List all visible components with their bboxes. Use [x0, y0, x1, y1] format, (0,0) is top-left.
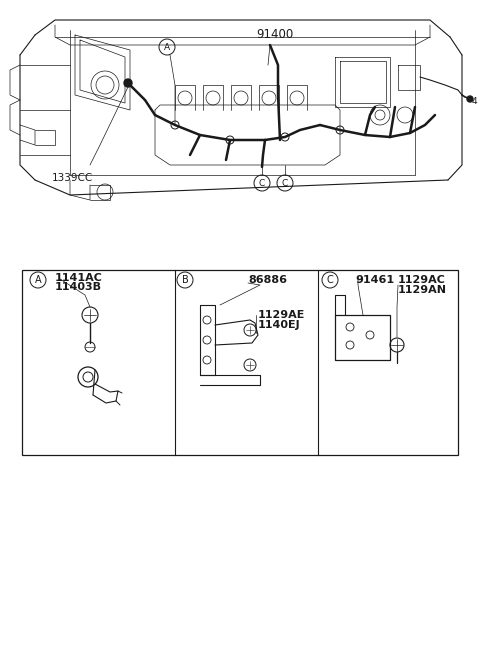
Text: B: B	[181, 275, 188, 285]
Text: 1129AN: 1129AN	[398, 285, 447, 295]
Text: A: A	[164, 43, 170, 52]
Text: C: C	[282, 179, 288, 187]
Text: 91400: 91400	[256, 28, 294, 41]
Text: 1129AE: 1129AE	[258, 310, 305, 320]
Text: C: C	[326, 275, 334, 285]
Text: A: A	[35, 275, 41, 285]
Circle shape	[467, 96, 473, 102]
Circle shape	[124, 79, 132, 87]
Text: 1140EJ: 1140EJ	[258, 320, 300, 330]
Text: 1339CC: 1339CC	[51, 173, 93, 183]
Text: 11403B: 11403B	[55, 282, 102, 292]
Text: 1129AC: 1129AC	[398, 275, 446, 285]
Text: C: C	[259, 179, 265, 187]
Text: 1141AC: 1141AC	[55, 273, 103, 283]
Text: 86886: 86886	[248, 275, 287, 285]
Text: 91461: 91461	[355, 275, 394, 285]
Text: 4 s: 4 s	[472, 98, 480, 107]
Bar	[22, 270, 458, 455]
